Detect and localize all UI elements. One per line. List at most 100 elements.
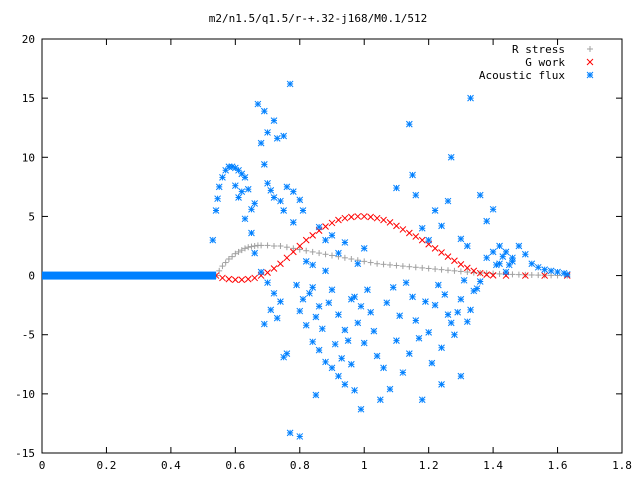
data-point	[505, 261, 513, 269]
data-point	[496, 242, 503, 250]
data-point	[341, 254, 348, 261]
data-point	[242, 245, 248, 252]
data-point	[302, 236, 310, 244]
data-point	[412, 191, 420, 199]
legend-label: Acoustic flux	[479, 69, 565, 82]
data-point	[541, 272, 549, 279]
data-point	[399, 369, 407, 376]
data-point	[306, 289, 313, 297]
data-point	[225, 256, 232, 263]
data-point	[457, 260, 465, 268]
data-point	[219, 274, 226, 282]
data-point	[264, 129, 271, 136]
data-point	[241, 215, 249, 223]
data-point	[409, 293, 416, 301]
data-point	[457, 235, 465, 243]
data-point	[489, 205, 497, 213]
data-point	[260, 161, 268, 168]
data-point	[515, 242, 523, 250]
data-point	[302, 258, 310, 265]
data-point	[328, 219, 336, 227]
data-point	[483, 217, 491, 225]
data-point	[318, 325, 326, 333]
y-tick-label: 15	[22, 92, 35, 105]
data-point	[387, 261, 393, 268]
data-point	[476, 269, 484, 277]
data-point	[473, 285, 481, 292]
data-point	[341, 326, 349, 334]
chart-title: m2/n1.5/q1.5/r-+.32-j168/M0.1/512	[209, 12, 428, 25]
data-point	[283, 183, 291, 191]
legend-marker	[586, 71, 594, 79]
data-point	[329, 252, 335, 259]
data-point	[415, 334, 423, 342]
data-point	[393, 337, 400, 344]
x-axis: 0 0.2 0.4 0.6 0.8 1 1.2 1.4 1.6 1.8	[39, 39, 632, 472]
data-point	[412, 317, 420, 324]
data-point	[432, 266, 439, 273]
data-point	[364, 286, 371, 294]
data-point	[489, 271, 497, 279]
data-point	[502, 268, 510, 276]
data-point	[235, 166, 242, 174]
data-point	[289, 188, 297, 195]
data-point	[422, 298, 429, 305]
data-point	[393, 184, 400, 192]
data-point	[389, 284, 397, 291]
data-point	[231, 164, 239, 172]
data-point	[370, 327, 378, 335]
data-point	[412, 264, 419, 271]
data-point	[309, 338, 317, 346]
data-point	[235, 194, 242, 201]
data-point	[209, 236, 217, 244]
data-point	[302, 321, 310, 329]
data-point	[309, 261, 317, 269]
data-point	[367, 213, 375, 221]
data-point	[521, 272, 529, 279]
data-point	[357, 302, 365, 310]
data-point	[251, 249, 259, 257]
data-point	[303, 247, 310, 254]
data-point	[360, 339, 368, 347]
data-point	[463, 318, 471, 326]
data-point	[492, 261, 500, 269]
data-point	[248, 229, 255, 237]
x-tick-label: 0	[39, 459, 46, 472]
x-tick-label: 1.4	[483, 459, 503, 472]
data-point	[296, 433, 304, 440]
data-point	[380, 216, 387, 224]
data-point	[322, 358, 329, 366]
data-point	[351, 386, 358, 394]
data-point	[499, 253, 507, 260]
data-point	[251, 274, 259, 282]
data-point	[212, 207, 220, 214]
data-point	[271, 243, 277, 249]
data-point	[386, 385, 394, 393]
data-point	[309, 248, 316, 255]
legend-label: R stress	[512, 43, 565, 56]
data-point	[373, 352, 381, 360]
series-acoustic-flux-baseline	[42, 271, 216, 280]
data-point	[418, 224, 426, 232]
data-point	[251, 200, 259, 207]
data-point	[290, 245, 297, 252]
series-r-stress	[213, 242, 571, 279]
data-point	[286, 80, 294, 88]
data-point	[241, 174, 249, 181]
legend-label: G work	[525, 56, 565, 69]
data-point	[438, 266, 445, 273]
data-point	[464, 269, 471, 276]
data-point	[238, 247, 245, 254]
data-point	[396, 312, 404, 320]
data-point	[257, 268, 265, 276]
data-point	[463, 264, 471, 272]
data-point	[376, 396, 384, 404]
series-g-work	[212, 213, 571, 284]
data-point	[528, 260, 536, 268]
data-point	[457, 372, 465, 380]
data-point	[231, 182, 239, 190]
data-point	[451, 257, 458, 265]
data-point	[232, 250, 239, 257]
data-point	[374, 260, 381, 267]
